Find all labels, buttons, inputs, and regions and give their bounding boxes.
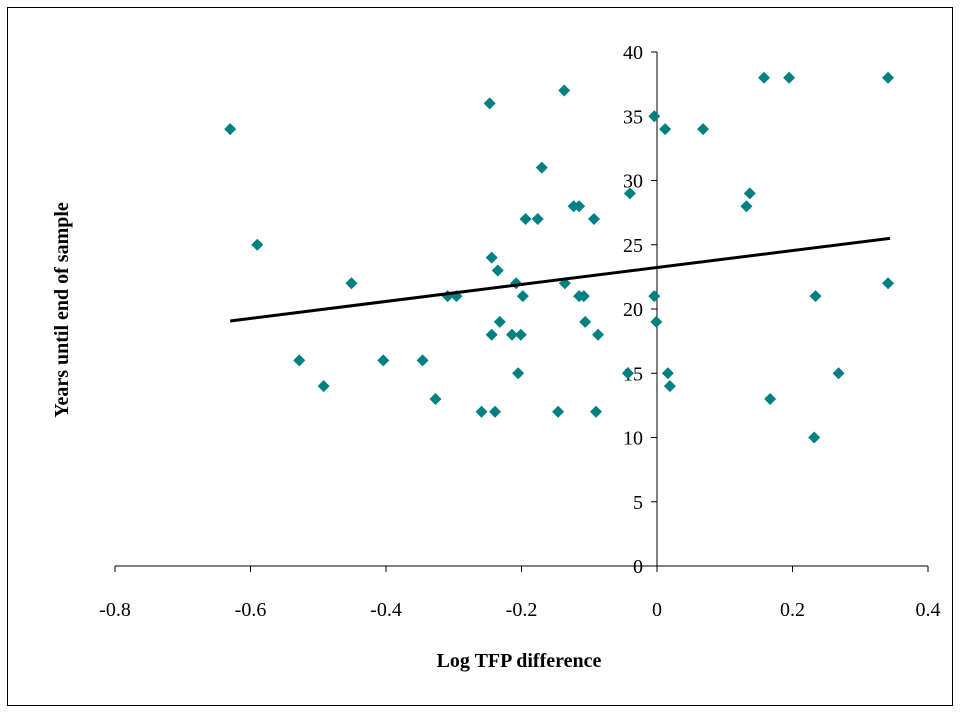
data-point: [491, 264, 504, 277]
x-tick-label: -0.4: [370, 599, 402, 621]
data-point: [697, 123, 710, 136]
data-point: [506, 328, 519, 341]
data-point: [416, 354, 429, 367]
data-point: [663, 380, 676, 393]
data-point: [512, 367, 525, 380]
data-point: [485, 328, 498, 341]
x-tick-label: -0.6: [235, 599, 267, 621]
x-tick-label: -0.2: [506, 599, 538, 621]
data-point: [531, 213, 544, 226]
x-tick-label: -0.8: [99, 599, 131, 621]
data-point: [514, 328, 527, 341]
data-point: [592, 328, 605, 341]
chart-border: [7, 7, 953, 706]
data-point: [621, 367, 634, 380]
data-point: [516, 290, 529, 303]
data-point: [535, 161, 548, 174]
data-point: [251, 238, 264, 251]
data-point: [558, 84, 571, 97]
data-point: [764, 392, 777, 405]
data-point: [552, 405, 565, 418]
data-point: [648, 110, 661, 123]
data-point: [577, 290, 590, 303]
y-tick-label: 0: [633, 556, 643, 578]
y-tick-label: 35: [623, 106, 643, 128]
data-point: [743, 187, 756, 200]
x-tick-label: 0.4: [916, 599, 941, 621]
data-point: [489, 405, 502, 418]
data-point: [758, 71, 771, 84]
data-point: [587, 213, 600, 226]
data-point: [345, 277, 358, 290]
data-point: [485, 251, 498, 264]
data-point: [882, 71, 895, 84]
data-point: [809, 290, 822, 303]
y-axis-title: Years until end of sample: [51, 202, 73, 418]
y-tick-label: 40: [623, 42, 643, 64]
data-point: [293, 354, 306, 367]
y-tick-label: 30: [623, 171, 643, 193]
y-tick-label: 5: [633, 492, 643, 514]
data-point: [783, 71, 796, 84]
data-point: [429, 392, 442, 405]
data-point: [623, 187, 636, 200]
data-point: [579, 315, 592, 328]
trend-line: [229, 236, 891, 323]
data-point: [224, 123, 237, 136]
data-point: [483, 97, 496, 110]
data-point: [659, 123, 672, 136]
data-point: [740, 200, 753, 213]
data-point: [475, 405, 488, 418]
y-tick-label: 25: [623, 235, 643, 257]
data-point: [519, 213, 532, 226]
data-point: [661, 367, 674, 380]
x-axis-title: Log TFP difference: [437, 650, 602, 672]
data-point: [590, 405, 603, 418]
data-point: [377, 354, 390, 367]
y-tick-label: 10: [623, 428, 643, 450]
data-point: [882, 277, 895, 290]
x-tick-label: 0: [652, 599, 662, 621]
data-point: [832, 367, 845, 380]
data-point: [648, 290, 661, 303]
data-point: [573, 200, 586, 213]
x-tick-label: 0.2: [780, 599, 805, 621]
y-tick-label: 20: [623, 299, 643, 321]
data-point: [650, 315, 663, 328]
data-point: [493, 315, 506, 328]
data-point: [317, 380, 330, 393]
data-point: [808, 431, 821, 444]
